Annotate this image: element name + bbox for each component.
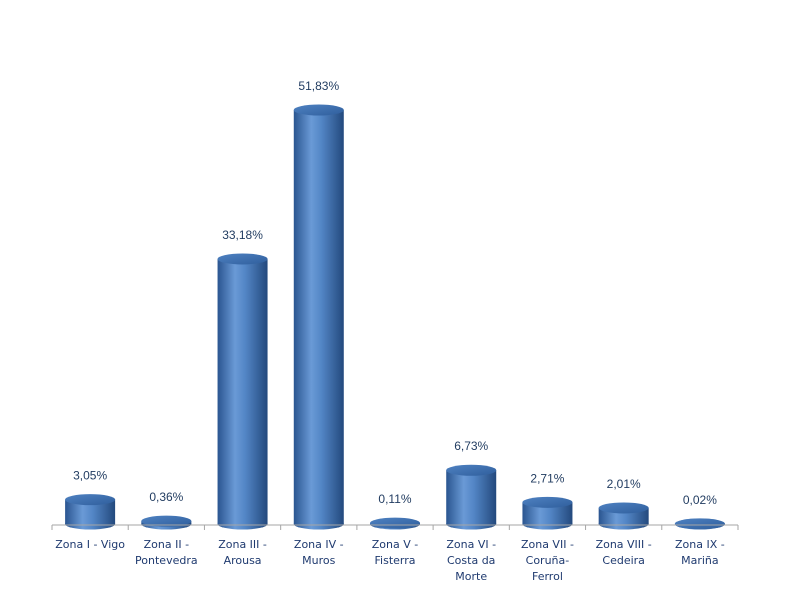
category-label: Zona IV - [294,538,344,551]
bar-top [598,502,649,514]
data-labels: 3,05% 0,36% 33,18% 51,83% 0,11% 6,73% 2,71% 2,0… [73,79,717,507]
category-label: Cedeira [602,554,645,567]
category-label: Mariña [681,554,719,567]
data-label: 6,73% [454,439,488,453]
bar [522,496,573,530]
category-label: Muros [302,554,335,567]
category-label: Costa da [447,554,495,567]
bar [217,253,268,530]
data-label: 0,02% [683,493,717,507]
bar [141,515,192,530]
category-label: Zona II - [144,538,189,551]
category-label: Zona I - Vigo [55,538,125,551]
category-label: Coruña- [526,554,570,567]
bar [293,104,344,530]
category-label: Zona VII - [521,538,574,551]
bars-group [65,104,725,530]
bar-top [370,517,420,529]
category-label: Pontevedra [135,554,198,567]
x-ticks [51,525,739,530]
data-label: 33,18% [222,228,263,242]
bar-body [217,258,268,524]
bar-body [522,502,573,524]
bar-top [141,515,192,527]
bar-body [293,110,344,524]
data-label: 51,83% [298,79,339,93]
category-label: Fisterra [375,554,416,567]
category-label: Zona VIII - [596,538,652,551]
data-label: 0,11% [378,492,411,506]
bar-top [446,464,497,476]
category-label: Zona V - [372,538,418,551]
category-label: Morte [455,570,487,583]
bar [65,494,116,530]
bar-top [293,104,344,116]
bar-top [522,496,573,508]
category-label: Zona VI - [446,538,496,551]
data-label: 2,71% [530,471,564,485]
bar [674,518,725,530]
category-label: Arousa [224,554,262,567]
bar-top [217,253,268,265]
bar-top [674,518,725,530]
bar [598,502,649,530]
category-label: Zona III - [218,538,267,551]
bar-top [65,494,116,506]
category-label: Ferrol [532,570,563,583]
category-labels: Zona I - Vigo Zona II - Pontevedra Zona III… [55,538,725,583]
category-label: Zona IX - [675,538,725,551]
bar [370,517,420,530]
bar [446,464,497,530]
data-label: 0,36% [149,490,183,504]
bar-body [446,470,497,524]
data-label: 2,01% [607,477,641,491]
data-label: 3,05% [73,469,107,483]
